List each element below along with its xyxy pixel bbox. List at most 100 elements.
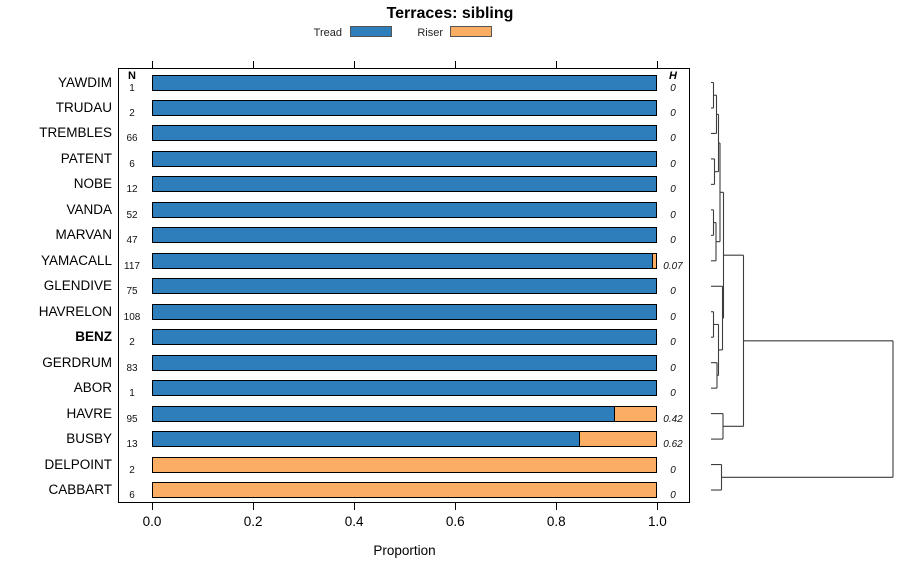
legend-swatch-riser: [450, 26, 492, 37]
h-value: 0: [670, 337, 676, 349]
tread-segment: [153, 330, 656, 345]
n-value: 47: [126, 235, 138, 247]
x-tick-label: 0.2: [243, 514, 263, 529]
bottom-axis-tick: [252, 503, 254, 510]
n-value: 1: [129, 388, 135, 400]
category-label: YAWDIM: [58, 74, 112, 90]
top-axis-tick: [353, 61, 355, 68]
tread-segment: [153, 228, 656, 243]
legend-swatch-tread: [350, 26, 392, 37]
x-tick-label: 0.4: [344, 514, 364, 529]
tread-segment: [153, 381, 656, 396]
bottom-axis-tick: [151, 503, 153, 510]
n-value: 1: [129, 82, 135, 94]
stacked-bar: [152, 150, 657, 167]
category-label: GERDRUM: [42, 354, 112, 370]
category-label: MARVAN: [55, 227, 112, 243]
n-value: 108: [123, 311, 141, 323]
n-value: 95: [126, 413, 138, 425]
h-value: 0.62: [663, 439, 683, 451]
tread-segment: [153, 253, 652, 268]
h-value: 0: [670, 158, 676, 170]
n-value: 13: [126, 439, 138, 451]
h-value: 0.07: [663, 260, 683, 272]
stacked-bar: [152, 227, 657, 244]
riser-segment: [613, 406, 656, 421]
stacked-bar: [152, 482, 657, 499]
h-column-header: H: [669, 70, 677, 82]
tread-segment: [153, 75, 656, 90]
n-value: 66: [126, 133, 138, 145]
h-value: 0: [670, 388, 676, 400]
h-value: 0: [670, 209, 676, 221]
riser-segment: [651, 253, 656, 268]
stacked-bar: [152, 125, 657, 142]
x-tick-label: 0.6: [445, 514, 465, 529]
top-axis-tick: [151, 61, 153, 68]
category-label: VANDA: [66, 201, 112, 217]
n-value: 6: [129, 158, 135, 170]
top-axis-tick: [555, 61, 557, 68]
n-value: 2: [129, 107, 135, 119]
category-label: GLENDIVE: [43, 278, 112, 294]
tread-segment: [153, 177, 656, 192]
h-value: 0: [670, 362, 676, 374]
tread-segment: [153, 100, 656, 115]
stacked-bar: [152, 74, 657, 91]
h-value: 0: [670, 286, 676, 298]
category-label: HAVRE: [66, 405, 112, 421]
category-label: TREMBLES: [39, 125, 112, 141]
n-value: 52: [126, 209, 138, 221]
tread-segment: [153, 126, 656, 141]
category-label: BENZ: [75, 329, 112, 345]
riser-segment: [153, 483, 656, 498]
h-value: 0: [670, 490, 676, 502]
x-axis-title: Proportion: [373, 543, 436, 558]
n-column-header: N: [128, 70, 136, 82]
tread-segment: [153, 432, 579, 447]
dendrogram: [711, 81, 894, 491]
tread-segment: [153, 202, 656, 217]
n-value: 2: [129, 464, 135, 476]
category-label: DELPOINT: [44, 456, 112, 472]
legend-label-tread: Tread: [313, 27, 342, 39]
stacked-bar: [152, 303, 657, 320]
bottom-axis-tick: [656, 503, 658, 510]
category-label: PATENT: [60, 150, 112, 166]
category-label: YAMACALL: [40, 252, 112, 268]
h-value: 0: [670, 133, 676, 145]
h-value: 0: [670, 311, 676, 323]
chart-title: Terraces: sibling: [386, 5, 514, 22]
bottom-axis-tick: [454, 503, 456, 510]
tread-segment: [153, 355, 656, 370]
stacked-bar: [152, 431, 657, 448]
category-label: ABOR: [73, 380, 112, 396]
h-value: 0.42: [663, 413, 683, 425]
stacked-bar: [152, 405, 657, 422]
stacked-bar: [152, 354, 657, 371]
h-value: 0: [670, 235, 676, 247]
tread-segment: [153, 304, 656, 319]
n-value: 75: [126, 286, 138, 298]
n-value: 12: [126, 184, 138, 196]
category-label: TRUDAU: [55, 99, 112, 115]
tread-segment: [153, 151, 656, 166]
h-value: 0: [670, 107, 676, 119]
n-value: 2: [129, 337, 135, 349]
top-axis-tick: [656, 61, 658, 68]
legend-label-riser: Riser: [417, 27, 443, 39]
h-value: 0: [670, 82, 676, 94]
top-axis-tick: [252, 61, 254, 68]
stacked-bar: [152, 99, 657, 116]
stacked-bar: [152, 201, 657, 218]
stacked-bar: [152, 380, 657, 397]
category-label: HAVRELON: [38, 303, 112, 319]
h-value: 0: [670, 464, 676, 476]
plot-area-border: [118, 68, 690, 503]
tread-segment: [153, 279, 656, 294]
category-label: NOBE: [73, 176, 112, 192]
top-axis-tick: [454, 61, 456, 68]
x-tick-label: 1.0: [648, 514, 667, 529]
x-tick-label: 0.0: [142, 514, 162, 529]
